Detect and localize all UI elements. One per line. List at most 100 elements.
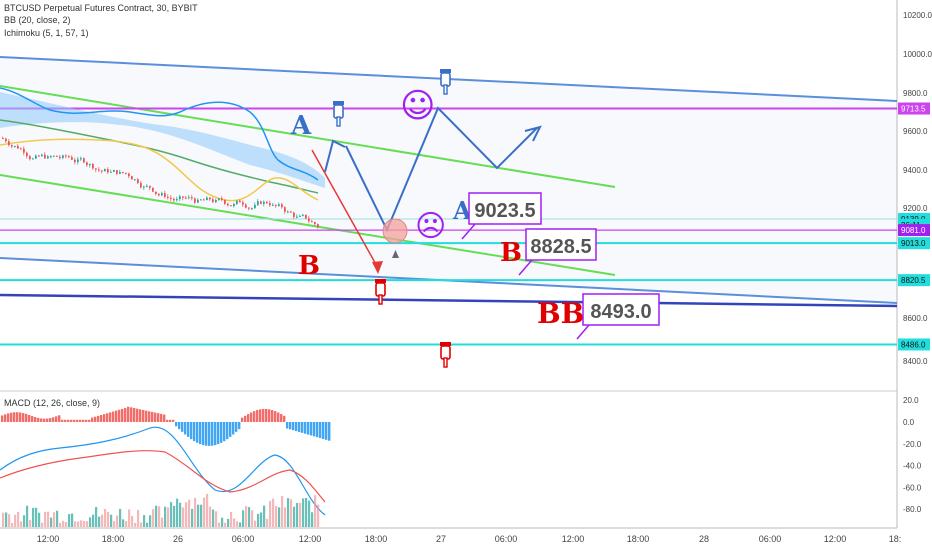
volume-bar (185, 502, 188, 527)
macd-histogram-bar (247, 414, 250, 422)
volume-bar (140, 522, 143, 527)
candle-body (101, 170, 103, 172)
candle-body (287, 211, 289, 213)
candle-body (44, 154, 46, 159)
macd-line (0, 426, 326, 516)
volume-bar (83, 520, 86, 527)
volume-bar (293, 506, 296, 527)
candle-body (230, 205, 232, 207)
volume-bar (122, 519, 125, 527)
candle-body (317, 224, 319, 228)
hand-icon-up-1-palm (333, 104, 344, 119)
macd-histogram-bar (169, 419, 172, 422)
candle-body (14, 145, 16, 147)
time-axis-label: 12:00 (37, 534, 60, 544)
macd-histogram-bar (82, 419, 85, 422)
projection-arrowhead (524, 125, 542, 142)
candle-body (161, 193, 163, 196)
time-axis-label: 12:00 (824, 534, 847, 544)
price-tick-label: 10000.0 (903, 50, 932, 59)
callout-9023-pointer (461, 223, 476, 240)
hand-icon-down-2-palm (440, 345, 451, 360)
macd-histogram-bar (262, 408, 265, 422)
candle-body (125, 172, 127, 174)
candle-body (296, 216, 298, 218)
macd-histogram-bar (217, 421, 220, 445)
candle-body (179, 196, 181, 200)
legend-ichimoku[interactable]: Ichimoku (5, 1, 57, 1) (4, 28, 89, 38)
volume-bar (92, 514, 95, 527)
macd-histogram-bar (73, 419, 76, 422)
legend-bb[interactable]: BB (20, close, 2) (4, 15, 71, 25)
volume-bar (176, 498, 179, 527)
macd-histogram-bar (175, 421, 178, 427)
red-arrow-line (311, 149, 379, 269)
candle-body (260, 201, 262, 204)
candle-body (224, 199, 226, 204)
volume-bar (164, 506, 167, 527)
candle-body (68, 156, 70, 158)
macd-histogram-bar (67, 419, 70, 422)
volume-bar (125, 521, 128, 527)
macd-histogram-bar (241, 417, 244, 422)
volume-bar (266, 518, 269, 527)
macd-histogram-bar (271, 410, 274, 422)
macd-histogram-bar (205, 421, 208, 446)
volume-bar (254, 520, 257, 527)
candle-body (269, 203, 271, 206)
volume-bar (203, 497, 206, 527)
volume-bar (68, 514, 71, 527)
legend-symbol[interactable]: BTCUSD Perpetual Futures Contract, 30, B… (4, 3, 198, 13)
channel-lower (0, 174, 616, 276)
time-axis-label: 06:00 (495, 534, 518, 544)
macd-histogram-bar (313, 421, 316, 437)
legend-macd[interactable]: MACD (12, 26, close, 9) (4, 398, 101, 408)
hand-icon-up-1-finger (336, 116, 341, 127)
macd-histogram-bar (163, 414, 166, 422)
price-tick-label: 9600.0 (903, 127, 928, 136)
macd-histogram-bar (70, 419, 73, 422)
macd-histogram-bar (208, 421, 211, 446)
candle-body (314, 222, 316, 225)
candle-body (275, 204, 277, 206)
volume-bar (269, 500, 272, 527)
macd-histogram-bar (151, 411, 154, 422)
volume-bar (236, 521, 239, 527)
volume-bar (71, 513, 74, 527)
candle-body (299, 215, 301, 217)
candle-body (86, 162, 88, 166)
candle-body (236, 200, 238, 204)
volume-bar (59, 522, 62, 527)
callout-9023-label: 9023.5 (474, 200, 535, 222)
candle-body (149, 185, 151, 188)
price-tick-label: 8400.0 (903, 357, 928, 366)
volume-bar (167, 507, 170, 527)
volume-bar (119, 508, 122, 527)
volume-bar (89, 517, 92, 527)
macd-histogram-bar (94, 416, 97, 422)
macd-histogram-bar (85, 419, 88, 422)
macd-histogram-bar (154, 412, 157, 422)
macd-histogram-bar (58, 415, 61, 422)
candle-body (134, 179, 136, 181)
candle-body (257, 201, 259, 205)
macd-histogram-bar (136, 408, 139, 422)
volume-bar (26, 505, 29, 527)
candle-body (233, 203, 235, 207)
volume-bar (14, 514, 17, 527)
candle-body (158, 193, 160, 196)
volume-bar (200, 504, 203, 527)
volume-bar (74, 521, 77, 527)
macd-histogram-bar (178, 421, 181, 430)
volume-bar (53, 512, 56, 527)
macd-histogram-bar (148, 411, 151, 422)
hand-icon-down-1-finger (378, 294, 383, 305)
volume-bar (158, 506, 161, 527)
candle-body (173, 198, 175, 201)
candle-body (5, 138, 7, 142)
macd-histogram-bar (190, 421, 193, 440)
candle-body (8, 141, 10, 146)
macd-histogram-bar (16, 412, 19, 422)
volume-bar (128, 509, 131, 527)
macd-histogram-bar (37, 417, 40, 422)
